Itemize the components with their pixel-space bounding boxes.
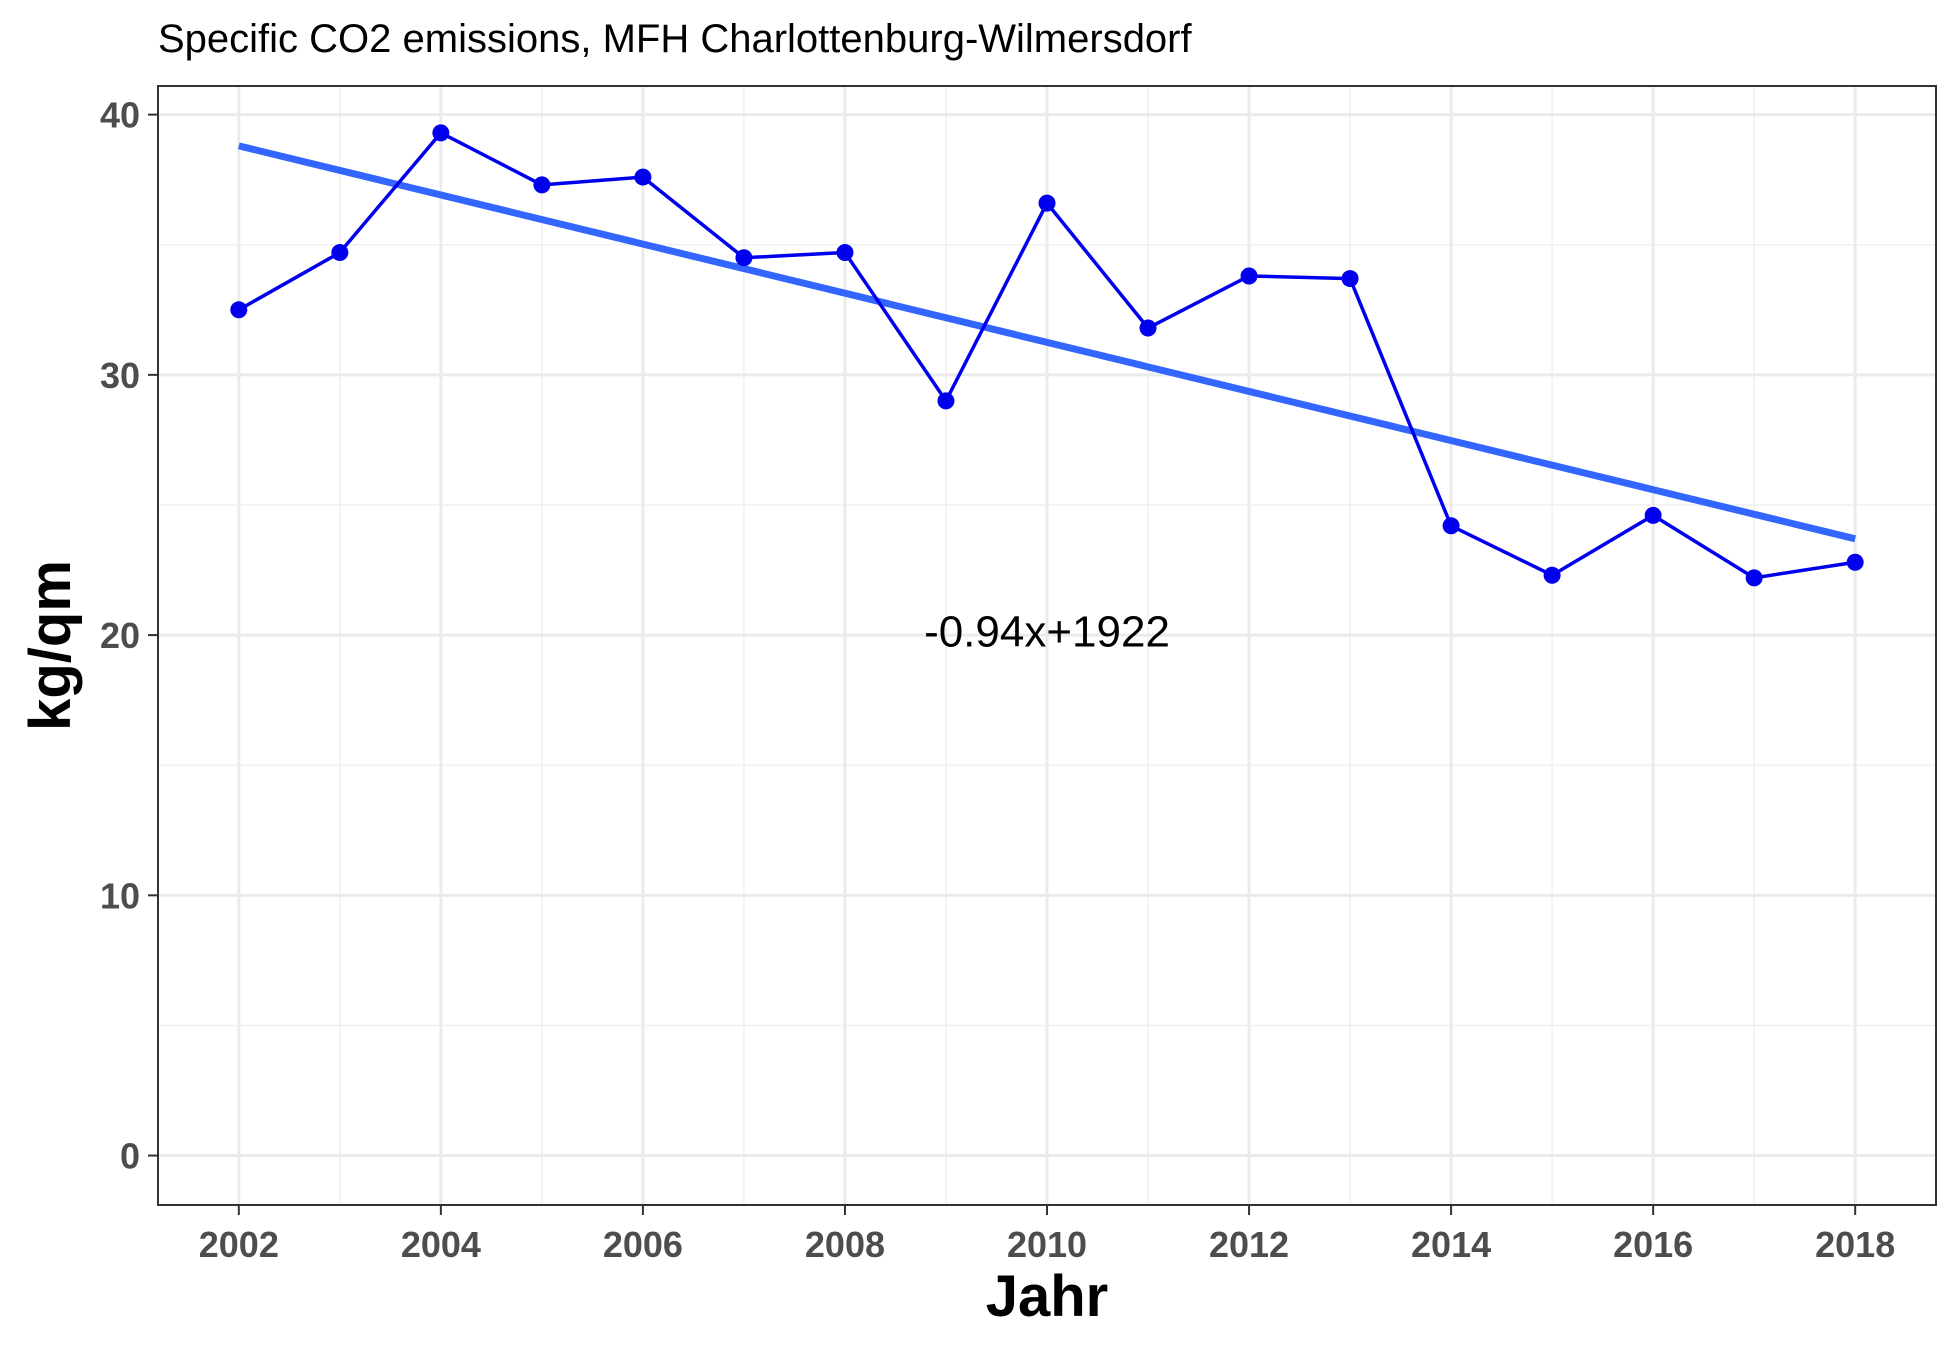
x-tick-label: 2012 — [1209, 1224, 1289, 1265]
series-group — [230, 124, 1864, 587]
y-tick-label: 20 — [100, 615, 140, 656]
x-tick-label: 2008 — [805, 1224, 885, 1265]
data-point — [1543, 566, 1561, 584]
data-point — [1240, 267, 1258, 285]
data-point — [1745, 569, 1763, 587]
data-point — [1644, 506, 1662, 524]
data-point — [533, 176, 551, 194]
data-point — [836, 244, 854, 262]
x-tick-label: 2014 — [1411, 1224, 1491, 1265]
x-tick-label: 2004 — [401, 1224, 481, 1265]
data-point — [1341, 270, 1359, 288]
trendline — [237, 142, 1857, 543]
y-tick-label: 0 — [120, 1136, 140, 1177]
data-point — [937, 392, 955, 410]
x-tick-label: 2018 — [1815, 1224, 1895, 1265]
trendline-group — [237, 142, 1857, 543]
data-point — [432, 124, 450, 142]
y-tick-label: 10 — [100, 875, 140, 916]
data-point — [230, 301, 248, 319]
trendline-equation: -0.94x+1922 — [924, 608, 1170, 657]
x-tick-label: 2016 — [1613, 1224, 1693, 1265]
chart-title: Specific CO2 emissions, MFH Charlottenbu… — [158, 17, 1193, 61]
data-point — [735, 249, 753, 267]
data-point — [1139, 319, 1157, 337]
data-point — [331, 244, 349, 262]
y-tick-label: 30 — [100, 355, 140, 396]
x-tick-label: 2010 — [1007, 1224, 1087, 1265]
y-tick-label: 40 — [100, 95, 140, 136]
data-point — [634, 168, 652, 186]
data-point — [1038, 194, 1056, 212]
x-tick-label: 2006 — [603, 1224, 683, 1265]
axis-ticks: 2002 2004 2006 2008 2010 2012 2014 2016 2018 0 10 2… — [100, 95, 1895, 1265]
x-axis-title: Jahr — [986, 1264, 1109, 1329]
data-point — [1442, 517, 1460, 535]
data-point — [1846, 553, 1864, 571]
x-tick-label: 2002 — [199, 1224, 279, 1265]
y-axis-title: kg/qm — [18, 560, 83, 731]
